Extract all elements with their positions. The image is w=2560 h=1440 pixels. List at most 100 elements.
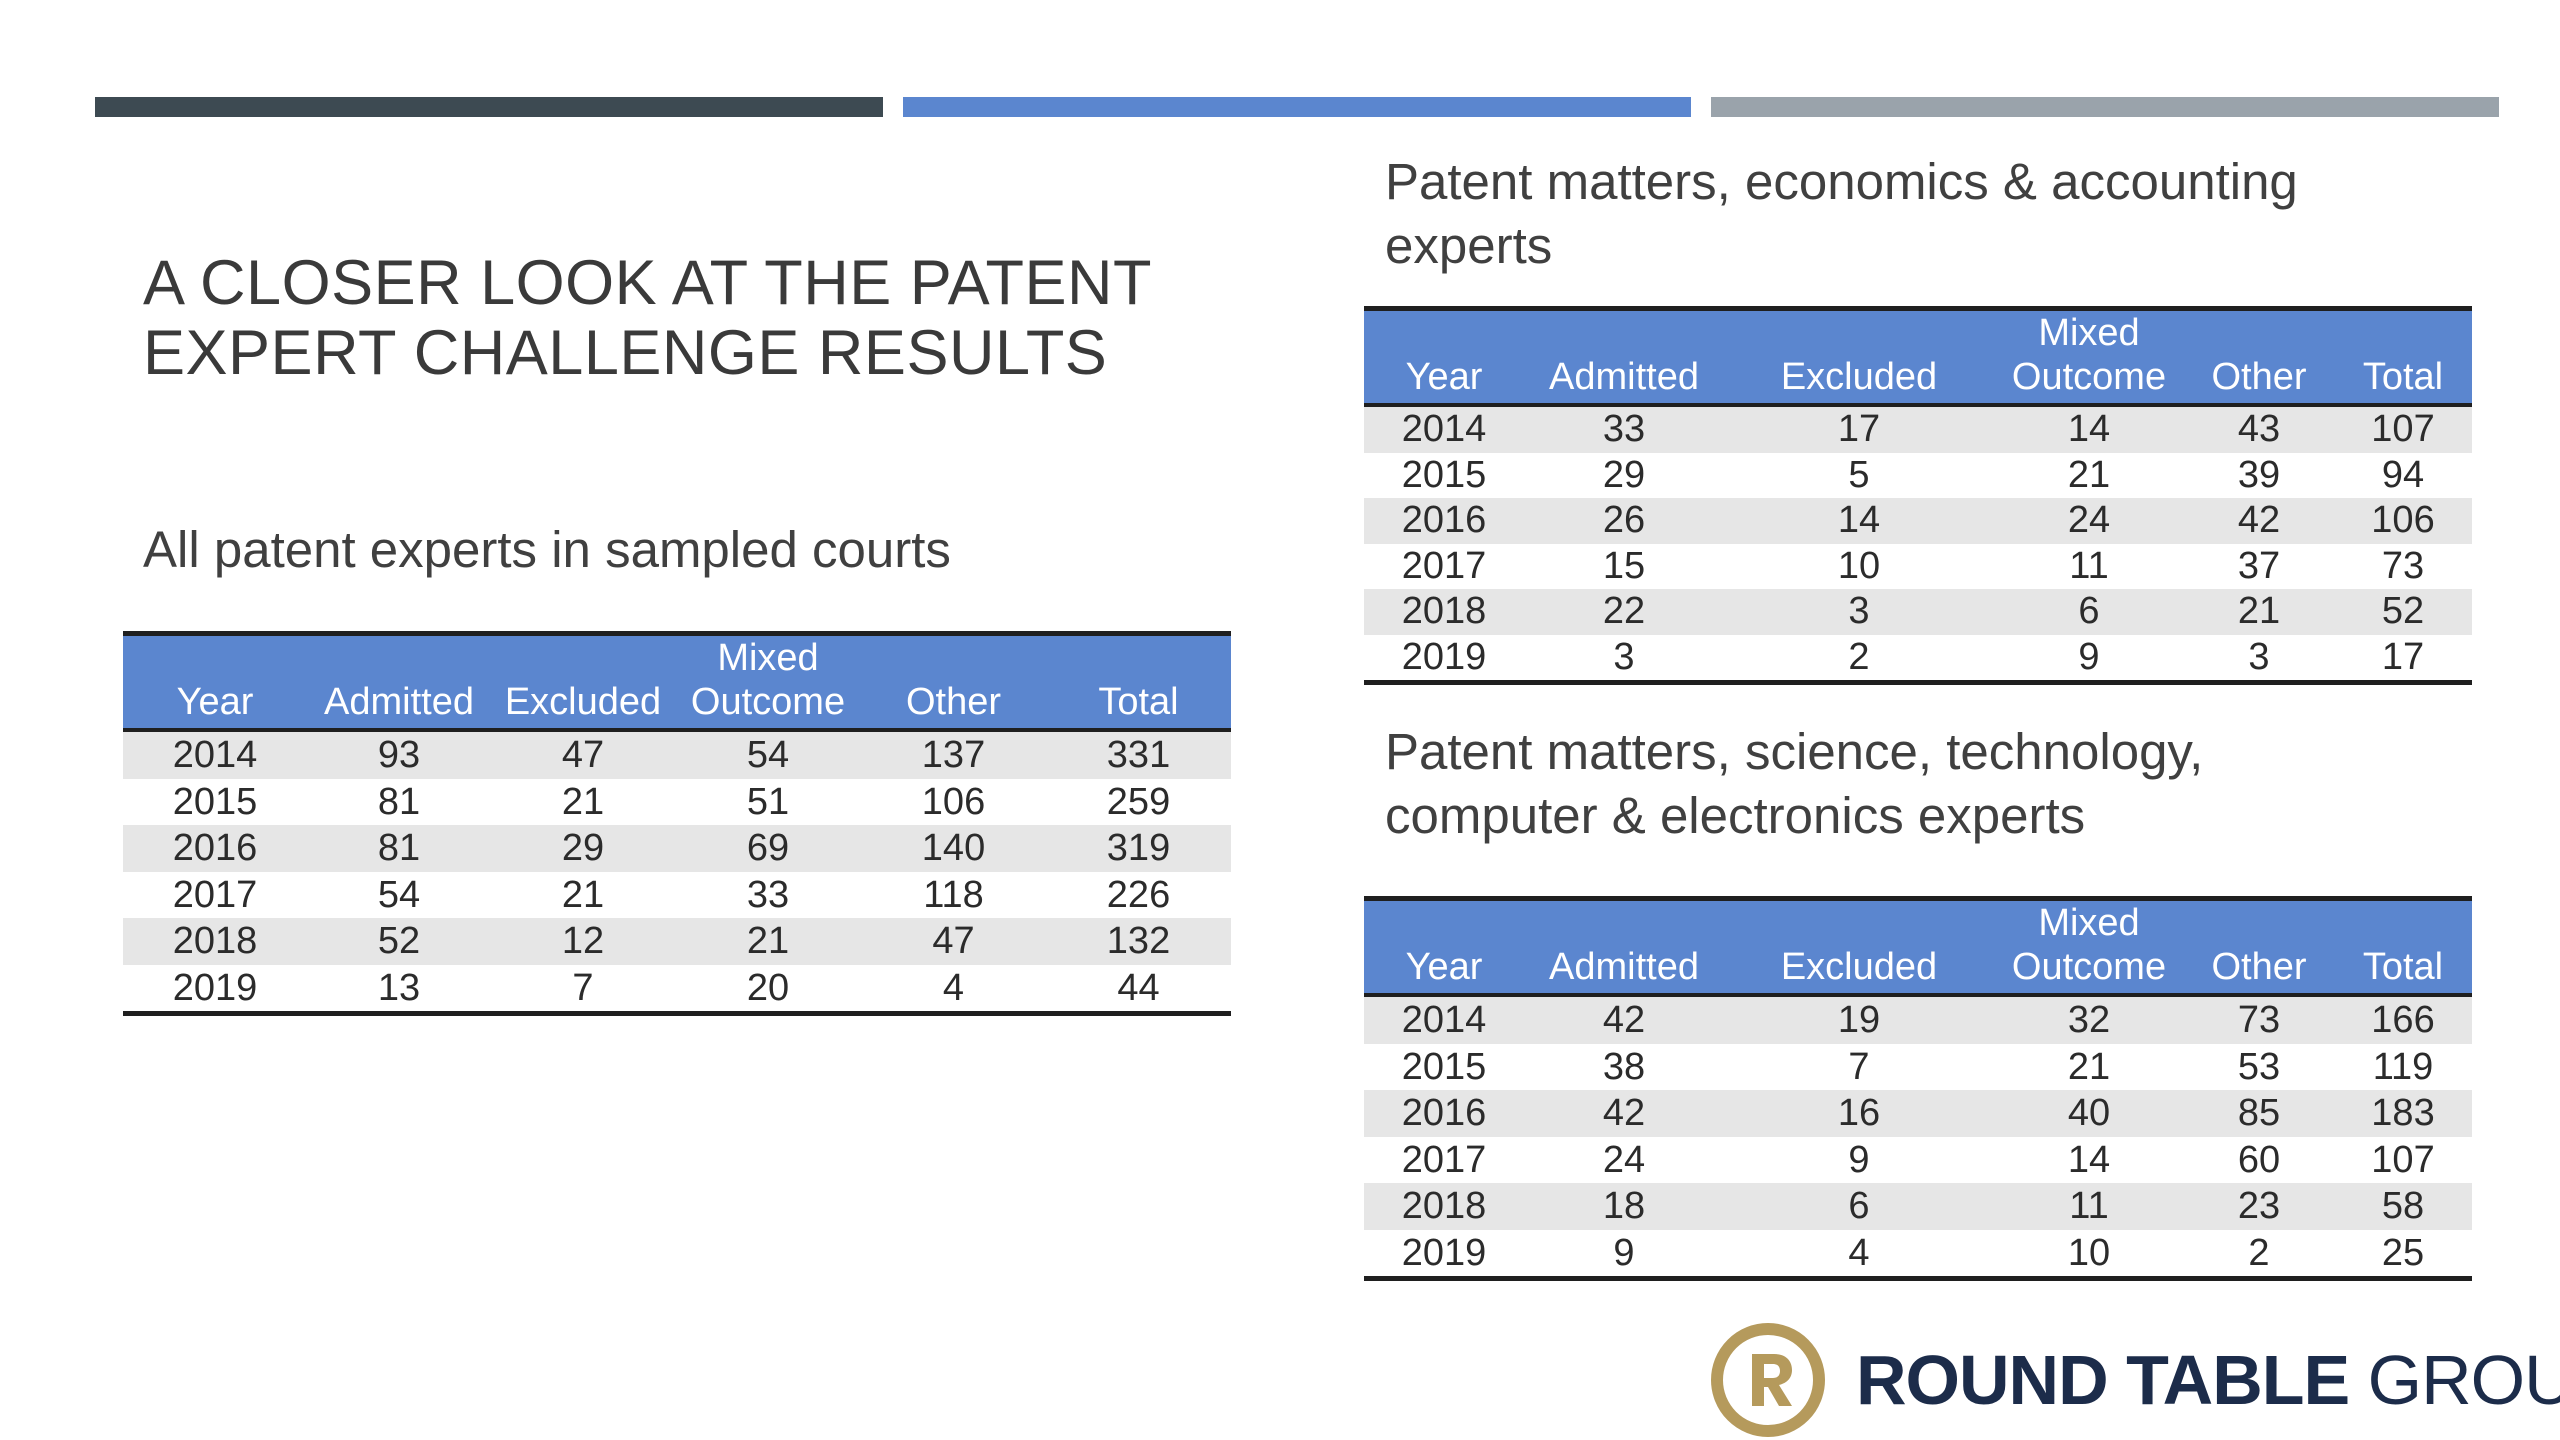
cell-mixed-outcome: 14 bbox=[1994, 1136, 2184, 1183]
all-experts-table: Year Admitted Excluded Mixed Outcome Othe… bbox=[123, 631, 1231, 1016]
col-header-year: Year bbox=[1364, 898, 1524, 995]
cell-excluded: 6 bbox=[1724, 1183, 1994, 1230]
cell-excluded: 7 bbox=[1724, 1043, 1994, 1090]
round-table-group-logo: ROUND TABLE GROUP bbox=[1708, 1320, 2560, 1440]
cell-admitted: 81 bbox=[307, 778, 491, 825]
cell-year: 2015 bbox=[1364, 452, 1524, 498]
col-header-other: Other bbox=[861, 633, 1046, 730]
table-row: 2015 29 5 21 39 94 bbox=[1364, 452, 2472, 498]
cell-excluded: 19 bbox=[1724, 995, 1994, 1044]
econ-experts-table: Year Admitted Excluded Mixed Outcome Othe… bbox=[1364, 306, 2472, 685]
cell-admitted: 24 bbox=[1524, 1136, 1724, 1183]
col-header-year: Year bbox=[1364, 308, 1524, 405]
cell-admitted: 42 bbox=[1524, 1090, 1724, 1137]
cell-year: 2019 bbox=[123, 964, 307, 1014]
cell-excluded: 3 bbox=[1724, 589, 1994, 635]
mixed-line1: Mixed bbox=[2038, 312, 2140, 354]
cell-mixed-outcome: 11 bbox=[1994, 543, 2184, 589]
mixed-line2: Outcome bbox=[2011, 356, 2167, 398]
cell-admitted: 52 bbox=[307, 918, 491, 965]
cell-admitted: 15 bbox=[1524, 543, 1724, 589]
table-row: 2016 81 29 69 140 319 bbox=[123, 825, 1231, 872]
cell-year: 2017 bbox=[1364, 1136, 1524, 1183]
cell-mixed-outcome: 69 bbox=[675, 825, 861, 872]
cell-year: 2014 bbox=[1364, 995, 1524, 1044]
cell-total: 183 bbox=[2334, 1090, 2472, 1137]
accent-bar-gray bbox=[1711, 97, 2499, 117]
cell-admitted: 42 bbox=[1524, 995, 1724, 1044]
table-header-row: Year Admitted Excluded Mixed Outcome Othe… bbox=[1364, 898, 2472, 995]
cell-total: 58 bbox=[2334, 1183, 2472, 1230]
cell-admitted: 54 bbox=[307, 871, 491, 918]
cell-other: 53 bbox=[2184, 1043, 2334, 1090]
cell-year: 2019 bbox=[1364, 1229, 1524, 1279]
table-row: 2016 42 16 40 85 183 bbox=[1364, 1090, 2472, 1137]
cell-admitted: 9 bbox=[1524, 1229, 1724, 1279]
accent-bar-dark bbox=[95, 97, 883, 117]
table-row: 2015 38 7 21 53 119 bbox=[1364, 1043, 2472, 1090]
table-row: 2014 93 47 54 137 331 bbox=[123, 730, 1231, 779]
cell-excluded: 4 bbox=[1724, 1229, 1994, 1279]
cell-excluded: 47 bbox=[491, 730, 675, 779]
logo-name-light: GROUP bbox=[2367, 1341, 2560, 1419]
cell-year: 2018 bbox=[123, 918, 307, 965]
cell-other: 23 bbox=[2184, 1183, 2334, 1230]
cell-total: 119 bbox=[2334, 1043, 2472, 1090]
cell-year: 2017 bbox=[1364, 543, 1524, 589]
cell-other: 2 bbox=[2184, 1229, 2334, 1279]
cell-total: 73 bbox=[2334, 543, 2472, 589]
cell-total: 107 bbox=[2334, 405, 2472, 453]
col-header-admitted: Admitted bbox=[1524, 898, 1724, 995]
table-row: 2018 22 3 6 21 52 bbox=[1364, 589, 2472, 635]
cell-year: 2016 bbox=[1364, 498, 1524, 544]
cell-mixed-outcome: 9 bbox=[1994, 634, 2184, 683]
cell-admitted: 93 bbox=[307, 730, 491, 779]
cell-excluded: 16 bbox=[1724, 1090, 1994, 1137]
cell-total: 319 bbox=[1046, 825, 1231, 872]
cell-admitted: 3 bbox=[1524, 634, 1724, 683]
cell-other: 118 bbox=[861, 871, 1046, 918]
cell-year: 2019 bbox=[1364, 634, 1524, 683]
round-table-r-logo-icon bbox=[1711, 1323, 1825, 1437]
cell-year: 2018 bbox=[1364, 1183, 1524, 1230]
sci-caption-line1: Patent matters, science, technology, bbox=[1385, 723, 2204, 780]
col-header-year: Year bbox=[123, 633, 307, 730]
econ-caption-line2: experts bbox=[1385, 217, 1553, 274]
table-row: 2016 26 14 24 42 106 bbox=[1364, 498, 2472, 544]
cell-other: 47 bbox=[861, 918, 1046, 965]
col-header-excluded: Excluded bbox=[491, 633, 675, 730]
col-header-excluded: Excluded bbox=[1724, 308, 1994, 405]
col-header-total: Total bbox=[2334, 308, 2472, 405]
logo-name-bold: ROUND TABLE bbox=[1856, 1341, 2350, 1419]
cell-excluded: 12 bbox=[491, 918, 675, 965]
cell-total: 226 bbox=[1046, 871, 1231, 918]
mixed-line2: Outcome bbox=[2011, 946, 2167, 988]
table-row: 2019 9 4 10 2 25 bbox=[1364, 1229, 2472, 1279]
cell-admitted: 29 bbox=[1524, 452, 1724, 498]
cell-mixed-outcome: 14 bbox=[1994, 405, 2184, 453]
cell-total: 331 bbox=[1046, 730, 1231, 779]
table-row: 2017 15 10 11 37 73 bbox=[1364, 543, 2472, 589]
cell-total: 132 bbox=[1046, 918, 1231, 965]
cell-admitted: 18 bbox=[1524, 1183, 1724, 1230]
cell-admitted: 38 bbox=[1524, 1043, 1724, 1090]
sci-caption-line2: computer & electronics experts bbox=[1385, 787, 2086, 844]
slide-title: A CLOSER LOOK AT THE PATENT EXPERT CHALL… bbox=[143, 248, 1243, 388]
cell-year: 2014 bbox=[1364, 405, 1524, 453]
table-row: 2019 3 2 9 3 17 bbox=[1364, 634, 2472, 683]
cell-excluded: 17 bbox=[1724, 405, 1994, 453]
table-row: 2017 54 21 33 118 226 bbox=[123, 871, 1231, 918]
logo-wordmark: ROUND TABLE GROUP bbox=[1856, 1340, 2560, 1420]
cell-excluded: 5 bbox=[1724, 452, 1994, 498]
cell-mixed-outcome: 21 bbox=[1994, 1043, 2184, 1090]
table-row: 2019 13 7 20 4 44 bbox=[123, 964, 1231, 1014]
cell-year: 2018 bbox=[1364, 589, 1524, 635]
cell-mixed-outcome: 24 bbox=[1994, 498, 2184, 544]
col-header-mixed-outcome: Mixed Outcome bbox=[1994, 898, 2184, 995]
cell-year: 2016 bbox=[123, 825, 307, 872]
cell-other: 4 bbox=[861, 964, 1046, 1014]
cell-other: 39 bbox=[2184, 452, 2334, 498]
table-row: 2014 42 19 32 73 166 bbox=[1364, 995, 2472, 1044]
cell-admitted: 81 bbox=[307, 825, 491, 872]
cell-mixed-outcome: 51 bbox=[675, 778, 861, 825]
